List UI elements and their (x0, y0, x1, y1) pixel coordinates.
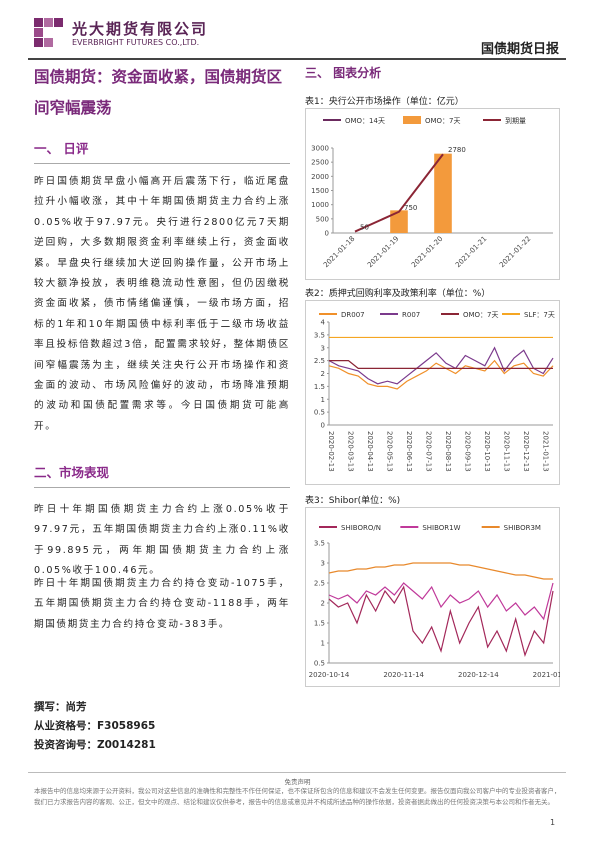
x-tick-label: 2021-01-22 (498, 235, 532, 269)
bar (434, 153, 452, 233)
y-tick-label: 1 (321, 396, 325, 404)
x-tick-label: 2020-02-13 (327, 431, 335, 472)
section-title: 一、 日评 (34, 138, 290, 164)
bar (390, 210, 408, 233)
qualification: 从业资格号：F3058965 (34, 720, 156, 732)
paragraph: 昨日十年期国债期货主力合约持仓变动-1075手，五年期国债期货主力合约持仓变动-… (34, 578, 290, 630)
legend-label: R007 (402, 311, 420, 319)
series-line (329, 360, 553, 369)
logo (34, 18, 63, 47)
y-tick-label: 3000 (311, 145, 329, 153)
chart-frame (305, 300, 560, 485)
chart-title: 表2：质押式回购利率及政策利率（单位：%） (305, 289, 491, 299)
company-cn: 光大期货有限公司 (72, 20, 209, 38)
chart-frame (305, 108, 560, 280)
legend-label: SHIBORO/N (341, 524, 381, 532)
page-number: 1 (550, 818, 556, 827)
legend-label: OMO：7天 (425, 117, 461, 125)
chart: DR007 R007 OMO：7天 SLF：7天 0 0.5 1 1.5 2 2.5 3 3.5 4 20… (314, 311, 555, 472)
paragraph: 昨日十年期国债期货主力合约上涨0.05%收于97.97元，五年期国债期货主力合约… (34, 504, 290, 577)
x-tick-label: 2020-10-14 (309, 671, 350, 679)
author: 撰写：尚芳 从业资格号：F3058965 投资咨询号：Z0014281 (34, 698, 156, 755)
y-tick-label: 4 (321, 319, 326, 327)
x-tick-label: 2020-12-14 (458, 671, 499, 679)
x-tick-label: 2020-09-13 (463, 431, 471, 472)
writer: 撰写：尚芳 (34, 701, 87, 713)
x-tick-label: 2020-06-13 (405, 431, 413, 472)
right-title: 三、 图表分析 (305, 66, 382, 80)
y-tick-label: 0 (325, 230, 329, 238)
series-line (328, 346, 554, 385)
data-label: 750 (404, 204, 417, 212)
legend-label: 到期量 (505, 117, 526, 125)
y-tick-label: 1 (321, 640, 325, 648)
disclaimer-title: 免责声明 (284, 778, 311, 786)
x-tick-label: 2021-01-19 (366, 235, 400, 269)
y-tick-label: 0 (321, 422, 325, 430)
data-label: 2780 (448, 146, 466, 154)
y-tick-label: 0.5 (314, 660, 325, 668)
x-tick-label: 2021-01-18 (322, 235, 356, 269)
series-line (354, 153, 444, 233)
legend-label: SHIBOR3M (504, 524, 541, 532)
y-tick-label: 2500 (311, 159, 329, 167)
legend-label: SHIBOR1W (422, 524, 460, 532)
y-tick-label: 2 (321, 600, 325, 608)
legend-label: OMO：14天 (345, 117, 385, 125)
x-tick-label: 2021-01-21 (454, 235, 488, 269)
y-tick-label: 2 (321, 370, 325, 378)
y-tick-label: 2.5 (314, 357, 325, 365)
x-tick-label: 2020-05-13 (385, 431, 393, 472)
legend-label: SLF：7天 (524, 311, 555, 319)
consulting: 投资咨询号：Z0014281 (34, 739, 156, 751)
legend-label: DR007 (341, 311, 365, 319)
y-tick-label: 2.5 (314, 580, 325, 588)
section-title: 二、市场表现 (34, 462, 290, 488)
y-tick-label: 3 (321, 344, 325, 352)
x-tick-label: 2021-01-20 (410, 235, 444, 269)
y-tick-label: 1500 (311, 187, 329, 195)
chart: OMO：14天 OMO：7天 到期量 0 500 1000 1500 2000 2500 3000… (311, 116, 553, 269)
x-tick-label: 2020-07-13 (424, 431, 432, 472)
disclaimer: 本报告中的信息均来源于公开资料，我公司对这些信息的准确性和完整性不作任何保证，也… (34, 787, 561, 806)
chart: SHIBORO/N SHIBOR1W SHIBOR3M 0.5 1 1.5 2 2.5 3 3.5… (309, 524, 560, 679)
data-label: 50 (360, 224, 369, 232)
paragraph: 昨日国债期货早盘小幅高开后震荡下行，临近尾盘拉升小幅收涨，其中十年期国债期货主力… (34, 176, 290, 432)
x-tick-label: 2021-01-13 (541, 431, 549, 472)
series-line (328, 359, 554, 390)
chart-title: 表3：Shibor(单位：%) (305, 496, 401, 506)
series-line (328, 585, 554, 657)
x-tick-label: 2020-11-14 (383, 671, 424, 679)
y-tick-label: 1000 (311, 201, 329, 209)
company-en: EVERBRIGHT FUTURES CO.,LTD. (72, 38, 200, 47)
y-tick-label: 3.5 (314, 540, 325, 548)
legend-label: OMO：7天 (463, 311, 499, 319)
x-tick-label: 2020-10-13 (483, 431, 491, 472)
x-tick-label: 2020-11-13 (502, 431, 510, 472)
report-name: 国债期货日报 (480, 42, 559, 57)
headline: 国债期货：资金面收紧，国债期货区间窄幅震荡 (34, 68, 283, 117)
legend-swatch (403, 116, 421, 124)
chart-frame (305, 507, 560, 687)
x-tick-label: 2020-03-13 (346, 431, 354, 472)
x-tick-label: 2021-01-14 (533, 671, 560, 679)
chart-title: 表1：央行公开市场操作（单位：亿元） (305, 97, 464, 107)
y-tick-label: 500 (316, 215, 329, 223)
y-tick-label: 1.5 (314, 620, 325, 628)
x-tick-label: 2020-08-13 (444, 431, 452, 472)
y-tick-label: 3 (321, 560, 325, 568)
series-line (328, 562, 553, 580)
series-line (328, 582, 554, 621)
y-tick-label: 1.5 (314, 383, 325, 391)
header-rule (28, 58, 566, 60)
footer-rule (28, 772, 566, 773)
x-tick-label: 2020-12-13 (522, 431, 530, 472)
y-tick-label: 3.5 (314, 331, 325, 339)
x-tick-label: 2020-04-13 (366, 431, 374, 472)
y-tick-label: 0.5 (314, 409, 325, 417)
y-tick-label: 2000 (311, 173, 329, 181)
